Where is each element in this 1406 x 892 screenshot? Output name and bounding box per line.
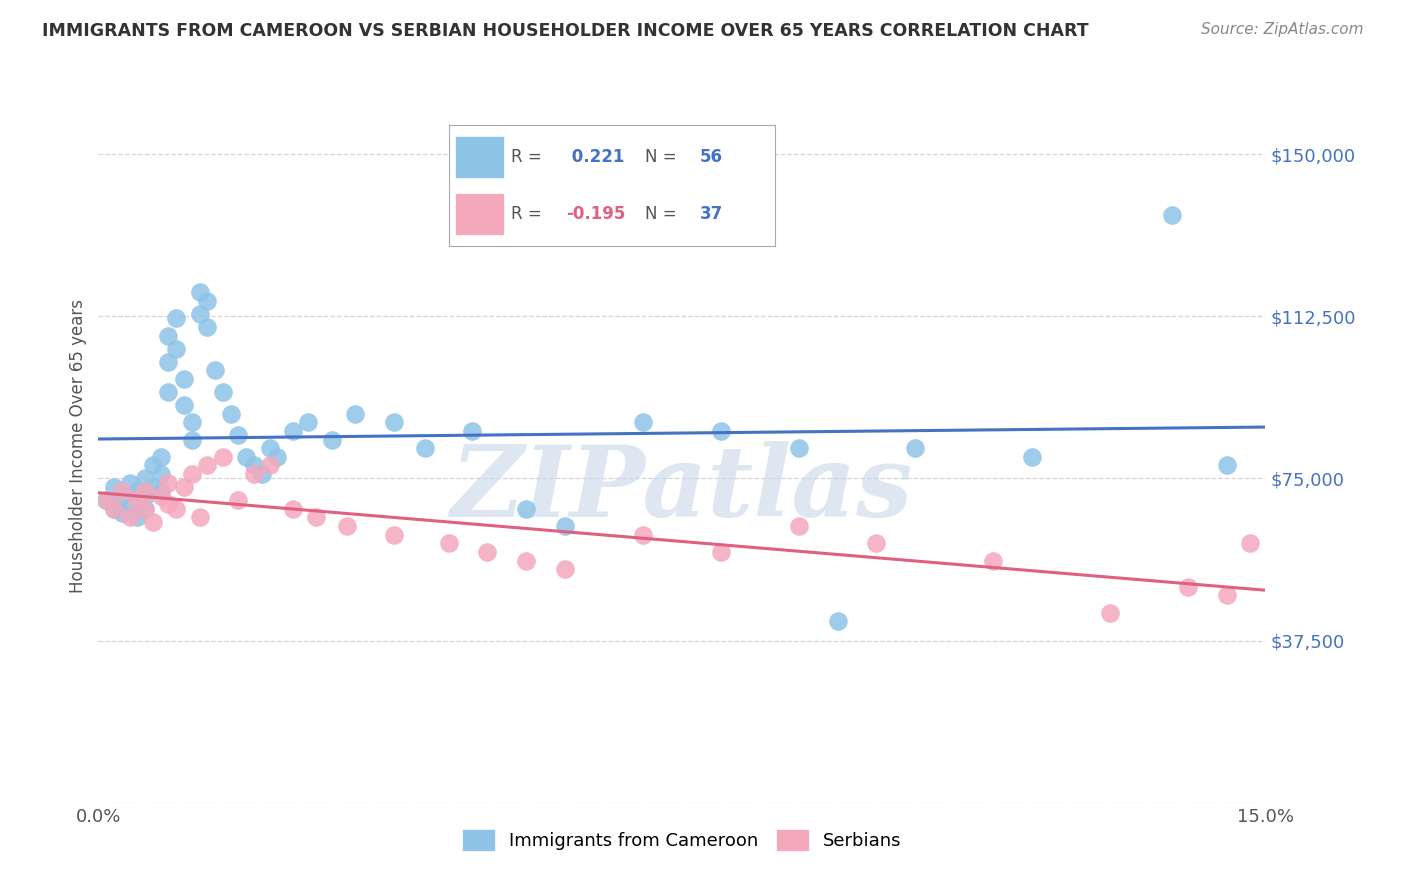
Point bbox=[149, 467, 172, 482]
Point bbox=[180, 467, 202, 482]
Point bbox=[281, 424, 304, 438]
Point bbox=[1215, 588, 1237, 602]
Point bbox=[134, 501, 156, 516]
Point bbox=[235, 450, 257, 464]
Point bbox=[305, 510, 328, 524]
Text: Source: ZipAtlas.com: Source: ZipAtlas.com bbox=[1201, 22, 1364, 37]
Point bbox=[827, 614, 849, 628]
Point bbox=[297, 415, 319, 429]
Point bbox=[865, 536, 887, 550]
Point bbox=[188, 285, 211, 300]
Point bbox=[554, 562, 576, 576]
Point bbox=[250, 467, 273, 482]
Point bbox=[1021, 450, 1043, 464]
Point bbox=[180, 433, 202, 447]
Point bbox=[134, 489, 156, 503]
Point bbox=[157, 497, 180, 511]
Point bbox=[149, 484, 172, 499]
Point bbox=[103, 501, 125, 516]
Point bbox=[165, 342, 187, 356]
Point bbox=[157, 475, 180, 490]
Point bbox=[461, 424, 484, 438]
Point bbox=[1161, 208, 1184, 222]
Point bbox=[344, 407, 367, 421]
Point bbox=[212, 450, 235, 464]
Point bbox=[266, 450, 288, 464]
Point bbox=[1177, 580, 1199, 594]
Point bbox=[1098, 606, 1121, 620]
Point bbox=[149, 489, 172, 503]
Point bbox=[134, 484, 156, 499]
Point bbox=[243, 458, 266, 473]
Point bbox=[195, 320, 218, 334]
Point bbox=[157, 384, 180, 399]
Point bbox=[787, 519, 810, 533]
Point bbox=[134, 501, 156, 516]
Point bbox=[118, 497, 141, 511]
Point bbox=[127, 510, 149, 524]
Point bbox=[321, 433, 343, 447]
Point bbox=[165, 311, 187, 326]
Point bbox=[554, 519, 576, 533]
Point bbox=[188, 510, 211, 524]
Point bbox=[173, 372, 195, 386]
Point bbox=[96, 493, 118, 508]
Point bbox=[219, 407, 242, 421]
Point bbox=[142, 458, 165, 473]
Point bbox=[710, 424, 733, 438]
Legend: Immigrants from Cameroon, Serbians: Immigrants from Cameroon, Serbians bbox=[454, 822, 910, 858]
Point bbox=[259, 441, 281, 455]
Point bbox=[180, 415, 202, 429]
Point bbox=[127, 484, 149, 499]
Point bbox=[1215, 458, 1237, 473]
Point bbox=[981, 553, 1004, 567]
Point bbox=[111, 506, 134, 520]
Point bbox=[103, 501, 125, 516]
Point bbox=[515, 553, 537, 567]
Point bbox=[212, 384, 235, 399]
Point bbox=[281, 501, 304, 516]
Point bbox=[96, 493, 118, 508]
Point bbox=[173, 480, 195, 494]
Point bbox=[134, 471, 156, 485]
Point bbox=[103, 480, 125, 494]
Point bbox=[142, 480, 165, 494]
Point bbox=[165, 501, 187, 516]
Text: IMMIGRANTS FROM CAMEROON VS SERBIAN HOUSEHOLDER INCOME OVER 65 YEARS CORRELATION: IMMIGRANTS FROM CAMEROON VS SERBIAN HOUS… bbox=[42, 22, 1088, 40]
Point bbox=[111, 484, 134, 499]
Point bbox=[631, 415, 654, 429]
Point bbox=[382, 415, 405, 429]
Point bbox=[710, 545, 733, 559]
Point bbox=[904, 441, 927, 455]
Point bbox=[118, 510, 141, 524]
Point bbox=[631, 527, 654, 541]
Point bbox=[118, 475, 141, 490]
Text: ZIPatlas: ZIPatlas bbox=[451, 441, 912, 537]
Y-axis label: Householder Income Over 65 years: Householder Income Over 65 years bbox=[69, 299, 87, 593]
Point bbox=[336, 519, 359, 533]
Point bbox=[157, 354, 180, 368]
Point bbox=[157, 328, 180, 343]
Point bbox=[382, 527, 405, 541]
Point bbox=[413, 441, 436, 455]
Point bbox=[243, 467, 266, 482]
Point bbox=[259, 458, 281, 473]
Point bbox=[149, 450, 172, 464]
Point bbox=[228, 493, 250, 508]
Point bbox=[127, 493, 149, 508]
Point bbox=[204, 363, 226, 377]
Point bbox=[787, 441, 810, 455]
Point bbox=[111, 489, 134, 503]
Point bbox=[173, 398, 195, 412]
Point bbox=[437, 536, 460, 550]
Point bbox=[188, 307, 211, 321]
Point bbox=[142, 515, 165, 529]
Point bbox=[195, 458, 218, 473]
Point bbox=[195, 294, 218, 309]
Point bbox=[515, 501, 537, 516]
Point bbox=[1239, 536, 1261, 550]
Point bbox=[477, 545, 499, 559]
Point bbox=[228, 428, 250, 442]
